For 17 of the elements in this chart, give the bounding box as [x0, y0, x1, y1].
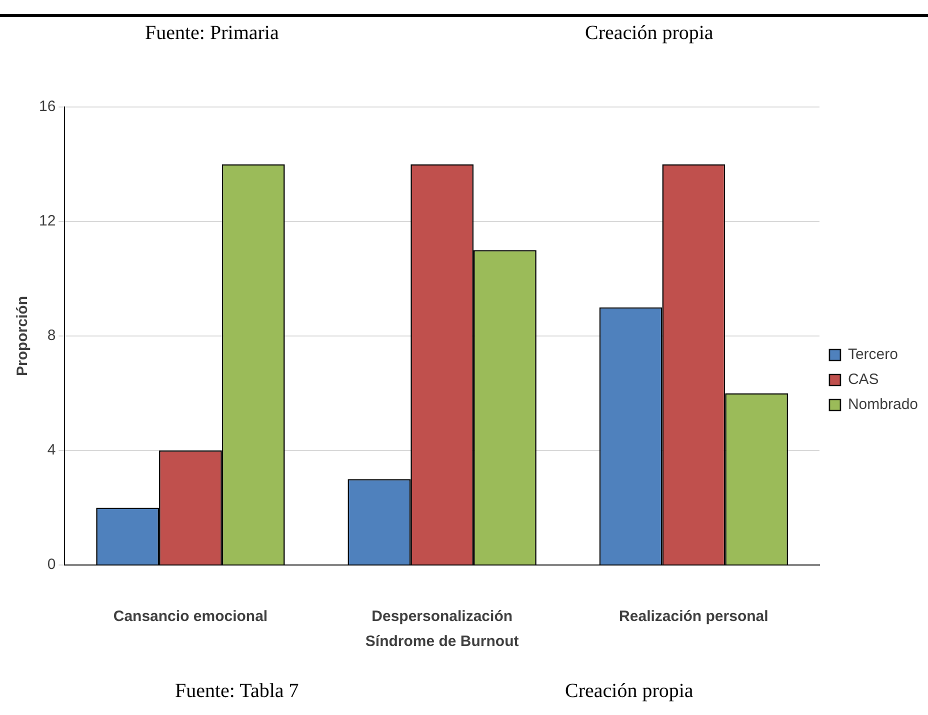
- legend-label: Tercero: [848, 346, 898, 364]
- y-tick-label: 8: [47, 327, 56, 344]
- text: Creación propia: [565, 680, 694, 703]
- x-tick-label: Despersonalización: [372, 608, 513, 626]
- x-tick-label: Realización personal: [619, 608, 768, 626]
- y-tick-label: 0: [47, 556, 56, 574]
- y-tick-label: 16: [38, 98, 56, 116]
- y-axis-title: Proporción: [14, 296, 32, 376]
- y-tick-label: 4: [47, 442, 56, 459]
- source-note: Fuente: Primaria: [145, 22, 279, 45]
- source-note: Fuente: Tabla 7: [175, 680, 299, 703]
- x-tick-label: Cansancio emocional: [113, 608, 268, 626]
- x-axis-title: Síndrome de Burnout: [365, 633, 519, 650]
- y-tick-label: 12: [38, 212, 56, 230]
- legend-label: CAS: [848, 371, 879, 388]
- legend-label: Nombrado: [848, 396, 918, 414]
- text: Creación propia: [585, 22, 714, 45]
